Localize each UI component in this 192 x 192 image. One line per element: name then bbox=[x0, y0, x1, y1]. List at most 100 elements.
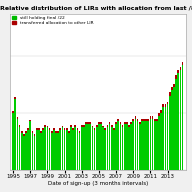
Bar bbox=[64, 130, 65, 170]
Bar bbox=[182, 62, 183, 65]
Bar bbox=[156, 121, 158, 170]
Bar bbox=[53, 130, 55, 170]
Bar bbox=[135, 118, 136, 170]
Bar bbox=[36, 128, 38, 130]
Bar bbox=[60, 130, 61, 170]
Bar bbox=[31, 131, 33, 133]
Bar bbox=[173, 87, 175, 170]
Bar bbox=[38, 128, 40, 130]
Bar bbox=[152, 118, 153, 170]
Bar bbox=[160, 110, 162, 113]
Bar bbox=[102, 126, 104, 127]
Bar bbox=[128, 127, 130, 170]
Bar bbox=[47, 127, 48, 170]
Bar bbox=[126, 124, 128, 170]
Bar bbox=[96, 125, 98, 127]
Bar bbox=[141, 119, 143, 121]
Bar bbox=[171, 90, 173, 170]
Bar bbox=[165, 107, 166, 170]
Bar bbox=[55, 131, 57, 133]
Bar bbox=[74, 127, 76, 170]
Bar bbox=[72, 128, 74, 130]
Bar bbox=[40, 131, 42, 133]
Bar bbox=[143, 121, 145, 170]
Bar bbox=[160, 113, 162, 170]
Bar bbox=[132, 119, 134, 121]
Bar bbox=[145, 121, 147, 170]
Bar bbox=[89, 122, 91, 124]
Bar bbox=[177, 70, 179, 73]
Bar bbox=[158, 116, 160, 170]
Bar bbox=[111, 127, 113, 170]
Bar bbox=[122, 125, 123, 127]
Title: Relative distribution of LIRs with allocation from last /8: Relative distribution of LIRs with alloc… bbox=[0, 6, 192, 11]
Bar bbox=[150, 116, 151, 118]
Bar bbox=[180, 67, 181, 70]
Bar bbox=[141, 121, 143, 170]
Bar bbox=[109, 122, 111, 124]
Bar bbox=[167, 104, 168, 170]
Bar bbox=[60, 128, 61, 130]
Bar bbox=[36, 130, 38, 170]
Bar bbox=[87, 124, 89, 170]
Bar bbox=[23, 136, 25, 170]
Bar bbox=[139, 124, 141, 170]
Bar bbox=[68, 133, 70, 170]
Bar bbox=[55, 133, 57, 170]
Bar bbox=[51, 133, 53, 170]
Bar bbox=[87, 122, 89, 124]
Bar bbox=[173, 84, 175, 87]
Bar bbox=[89, 124, 91, 170]
Bar bbox=[126, 122, 128, 124]
Bar bbox=[98, 124, 100, 170]
Bar bbox=[21, 133, 22, 170]
Bar bbox=[100, 124, 102, 170]
Bar bbox=[17, 117, 18, 118]
Bar bbox=[44, 127, 46, 170]
Bar bbox=[154, 121, 156, 170]
Bar bbox=[62, 127, 63, 170]
Bar bbox=[34, 136, 35, 170]
Bar bbox=[104, 130, 106, 170]
Bar bbox=[107, 127, 108, 170]
Bar bbox=[130, 122, 132, 124]
Legend: still holding final /22, transferred allocation to other LIR: still holding final /22, transferred all… bbox=[11, 15, 94, 26]
Bar bbox=[156, 119, 158, 121]
Bar bbox=[137, 121, 138, 170]
Bar bbox=[83, 125, 85, 127]
Bar bbox=[111, 125, 113, 127]
Bar bbox=[42, 130, 44, 170]
Bar bbox=[12, 113, 14, 170]
Bar bbox=[158, 113, 160, 116]
Bar bbox=[79, 131, 80, 133]
Bar bbox=[182, 65, 183, 170]
X-axis label: Date of sign-up (3 months intervals): Date of sign-up (3 months intervals) bbox=[48, 181, 148, 186]
Bar bbox=[154, 119, 156, 121]
Bar bbox=[51, 131, 53, 133]
Bar bbox=[74, 125, 76, 127]
Bar bbox=[70, 125, 72, 127]
Bar bbox=[143, 119, 145, 121]
Bar bbox=[180, 70, 181, 170]
Bar bbox=[68, 131, 70, 133]
Bar bbox=[94, 128, 95, 130]
Bar bbox=[137, 119, 138, 121]
Bar bbox=[171, 87, 173, 90]
Bar bbox=[132, 121, 134, 170]
Bar bbox=[49, 128, 50, 130]
Bar bbox=[117, 119, 119, 121]
Bar bbox=[98, 122, 100, 124]
Bar bbox=[53, 128, 55, 130]
Bar bbox=[96, 127, 98, 170]
Bar bbox=[177, 73, 179, 170]
Bar bbox=[152, 116, 153, 118]
Bar bbox=[150, 118, 151, 170]
Bar bbox=[139, 122, 141, 124]
Bar bbox=[27, 128, 29, 130]
Bar bbox=[169, 93, 170, 96]
Bar bbox=[119, 124, 121, 170]
Bar bbox=[113, 130, 115, 170]
Bar bbox=[77, 128, 78, 130]
Bar bbox=[29, 121, 31, 170]
Bar bbox=[147, 119, 149, 121]
